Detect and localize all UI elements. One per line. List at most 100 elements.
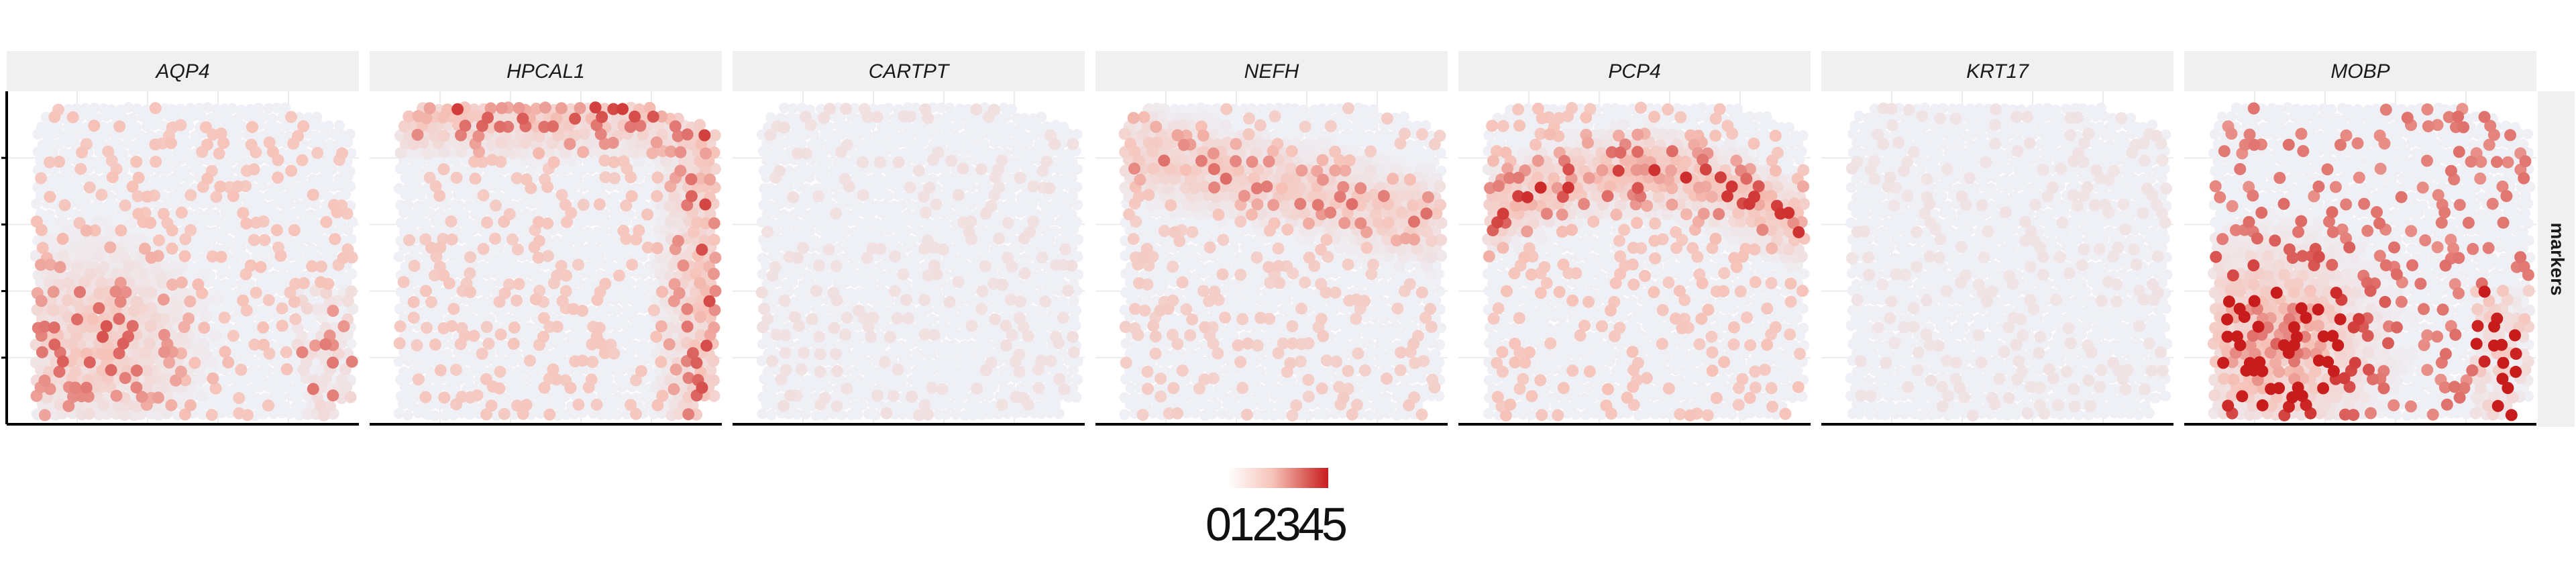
- spot-point: [511, 243, 524, 256]
- spot-point: [62, 189, 73, 200]
- spot-point: [965, 215, 977, 228]
- spot-point: [200, 311, 213, 323]
- spot-point: [257, 181, 268, 191]
- spot-point: [193, 260, 205, 272]
- spot-point: [345, 148, 357, 159]
- spot-point: [117, 215, 129, 227]
- spot-point: [345, 181, 356, 192]
- spot-point: [227, 190, 239, 202]
- spot-point: [482, 303, 493, 315]
- spot-point: [979, 260, 991, 273]
- spot-point: [165, 137, 177, 150]
- spot-point: [930, 198, 943, 211]
- spot-point: [879, 129, 890, 140]
- spot-point: [336, 181, 347, 192]
- spot-point: [71, 103, 82, 114]
- strip-background: [7, 51, 359, 91]
- spot-point: [1352, 347, 1364, 360]
- spot-point: [593, 198, 606, 211]
- spot-point: [1070, 320, 1081, 332]
- spot-point: [1053, 337, 1065, 350]
- spot-point: [193, 172, 205, 183]
- spot-point: [144, 234, 156, 245]
- spot-point: [918, 294, 931, 306]
- spot-point: [773, 164, 786, 177]
- spot-point: [333, 138, 345, 149]
- spot-point: [538, 381, 551, 394]
- spot-point: [696, 243, 708, 256]
- spot-point: [564, 138, 576, 150]
- spot-point: [1001, 111, 1012, 123]
- spot-point: [656, 285, 668, 298]
- spot-point: [233, 375, 244, 386]
- spot-point: [130, 365, 143, 377]
- spot-point: [799, 110, 812, 123]
- spot-point: [919, 206, 932, 219]
- spot-point: [149, 138, 162, 151]
- spot-point: [258, 356, 269, 368]
- spot-point: [494, 328, 507, 341]
- spot-point: [495, 102, 508, 115]
- spot-point: [818, 321, 830, 332]
- spot-point: [187, 111, 199, 122]
- spot-point: [927, 154, 939, 166]
- spot-point: [581, 294, 592, 305]
- spot-point: [334, 225, 345, 236]
- spot-point: [1049, 138, 1061, 150]
- spot-point: [1000, 320, 1012, 332]
- spot-point: [708, 268, 720, 280]
- spot-point: [778, 121, 791, 134]
- spot-point: [298, 277, 310, 289]
- spot-point: [576, 304, 589, 317]
- spot-point: [301, 198, 312, 209]
- spot-point: [342, 172, 354, 183]
- spot-point: [590, 398, 603, 411]
- spot-point: [443, 277, 455, 290]
- spot-point: [56, 232, 69, 245]
- spot-point: [669, 120, 682, 133]
- spot-point: [311, 234, 323, 245]
- spot-point: [393, 356, 405, 367]
- spot-point: [590, 330, 603, 343]
- spot-point: [682, 408, 695, 421]
- spot-point: [202, 154, 213, 166]
- spot-point: [83, 181, 96, 194]
- spot-point: [952, 276, 965, 289]
- spot-point: [425, 295, 437, 308]
- spot-point: [1062, 285, 1075, 297]
- spot-point: [189, 356, 201, 369]
- spot-point: [192, 278, 205, 291]
- spot-point: [611, 320, 623, 332]
- spot-point: [822, 243, 835, 256]
- spot-point: [918, 154, 928, 166]
- spot-point: [327, 181, 339, 192]
- spot-point: [66, 111, 79, 124]
- spot-point: [507, 356, 519, 367]
- spot-point: [225, 391, 236, 402]
- spot-point: [288, 295, 301, 308]
- spot-point: [667, 383, 680, 395]
- spot-point: [1032, 381, 1045, 394]
- spot-point: [224, 146, 235, 158]
- spot-point: [1330, 268, 1341, 279]
- spot-point: [784, 389, 796, 402]
- spot-point: [150, 155, 162, 168]
- spot-point: [1364, 164, 1377, 177]
- spot-point: [183, 173, 195, 185]
- spot-point: [393, 337, 406, 350]
- spot-point: [967, 250, 978, 262]
- spot-point: [630, 233, 643, 246]
- spot-point: [309, 339, 321, 352]
- spot-point: [113, 313, 125, 325]
- spot-point: [315, 225, 326, 236]
- spot-point: [227, 138, 238, 149]
- spot-point: [258, 111, 270, 123]
- spot-point: [38, 409, 51, 422]
- spot-point: [792, 252, 804, 264]
- spot-point: [267, 303, 278, 315]
- spot-point: [92, 250, 105, 262]
- spot-point: [926, 381, 938, 394]
- spot-point: [902, 312, 914, 325]
- spot-point: [262, 224, 274, 236]
- spot-point: [918, 137, 929, 148]
